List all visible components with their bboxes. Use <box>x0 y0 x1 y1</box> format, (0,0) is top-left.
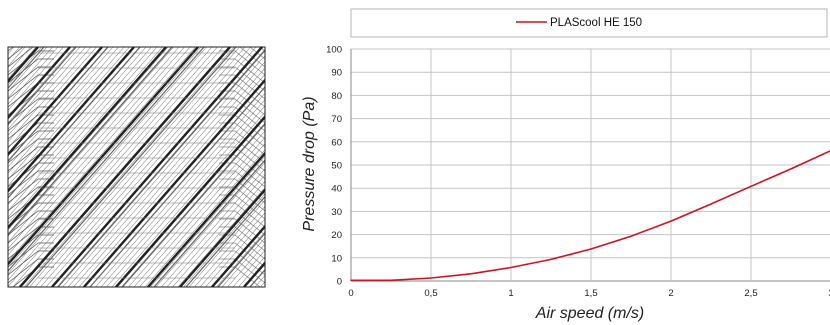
y-tick-label: 0 <box>337 277 342 288</box>
y-tick-label: 30 <box>331 207 342 218</box>
y-tick-label: 10 <box>331 253 342 264</box>
legend: PLAScool HE 150 <box>351 9 827 37</box>
y-tick-label: 40 <box>331 184 342 195</box>
y-tick-label: 60 <box>331 137 342 148</box>
x-tick-label: 0,5 <box>424 288 437 299</box>
cross-corrugated-fill-pack-image <box>0 3 556 291</box>
grid-lines <box>351 49 830 281</box>
x-tick-label: 0 <box>348 288 353 299</box>
y-tick-label: 70 <box>331 114 342 125</box>
y-tick-label: 100 <box>326 45 342 56</box>
x-tick-label: 1,5 <box>584 288 597 299</box>
x-axis-title: Air speed (m/s) <box>535 305 644 322</box>
x-tick-label: 2,5 <box>744 288 757 299</box>
y-tick-label: 20 <box>331 230 342 241</box>
y-tick-label: 50 <box>331 161 342 172</box>
legend-entry-plascool-he-150: PLAScool HE 150 <box>550 17 642 29</box>
y-tick-label: 80 <box>331 91 342 102</box>
x-tick-label: 2 <box>668 288 673 299</box>
y-tick-label: 90 <box>331 68 342 79</box>
y-axis-title: Pressure drop (Pa) <box>301 96 318 231</box>
x-tick-label: 1 <box>508 288 513 299</box>
y-axis-ticks: 0 10 20 30 40 50 60 70 80 90 100 <box>326 45 342 288</box>
x-axis-ticks: 00,511,522,53 <box>348 288 830 299</box>
